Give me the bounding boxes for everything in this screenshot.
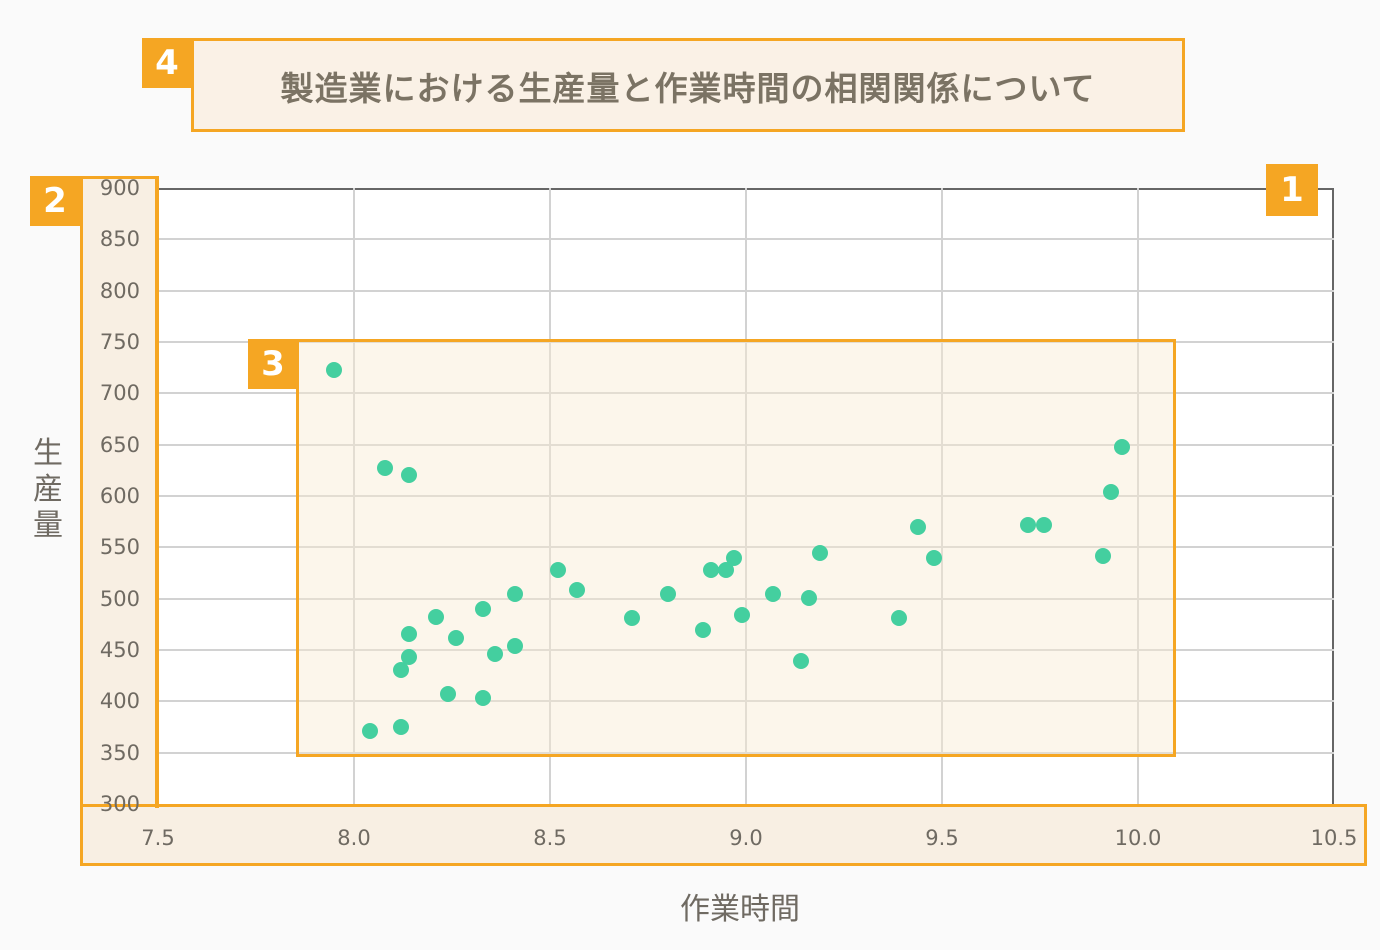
chart-title: 製造業における生産量と作業時間の相関関係について <box>280 69 1096 108</box>
y-axis-edge <box>155 176 159 808</box>
data-point <box>400 467 417 484</box>
x-axis-label: 作業時間 <box>680 892 800 927</box>
y-tick-label: 850 <box>99 227 140 252</box>
data-point <box>1102 483 1119 500</box>
x-axis-panel <box>80 804 1367 866</box>
data-point <box>475 690 492 707</box>
badge-1: 1 <box>1266 164 1318 216</box>
data-point <box>440 686 457 703</box>
data-point <box>734 607 751 624</box>
chart-title-box: 製造業における生産量と作業時間の相関関係について <box>191 38 1185 132</box>
data-point <box>1020 516 1037 533</box>
v-grid-line <box>353 188 355 804</box>
data-point <box>926 549 943 566</box>
data-point <box>624 610 641 627</box>
data-point <box>694 622 711 639</box>
x-tick-label: 9.5 <box>925 826 959 850</box>
y-tick-label: 350 <box>99 740 140 765</box>
y-tick-label: 600 <box>99 484 140 508</box>
data-point <box>812 545 829 562</box>
v-grid-line <box>745 188 747 804</box>
data-point <box>792 653 809 670</box>
data-point <box>718 561 735 578</box>
y-tick-label: 900 <box>99 176 140 200</box>
y-tick-label: 700 <box>99 381 140 406</box>
data-point <box>1114 438 1131 455</box>
y-tick-label: 500 <box>99 586 140 611</box>
y-tick-label: 450 <box>99 638 140 662</box>
data-point <box>549 561 566 578</box>
data-point <box>890 610 907 627</box>
data-point <box>400 625 417 642</box>
data-point <box>393 661 410 678</box>
v-grid-line <box>941 188 943 804</box>
data-point <box>475 600 492 617</box>
data-point <box>447 629 464 646</box>
data-point <box>506 585 523 602</box>
v-grid-line <box>549 188 551 804</box>
y-tick-label: 400 <box>99 689 140 714</box>
x-tick-label: 10.0 <box>1114 826 1162 850</box>
data-point <box>765 585 782 602</box>
y-axis-label: 生産量 <box>30 436 66 544</box>
data-point <box>1035 516 1052 533</box>
data-point <box>361 723 378 740</box>
data-point <box>910 518 927 535</box>
data-point <box>400 649 417 666</box>
data-point <box>569 582 586 599</box>
y-axis-panel <box>80 176 158 866</box>
data-point <box>800 589 817 606</box>
badge-4: 4 <box>142 38 192 88</box>
x-tick-label: 7.5 <box>141 826 175 850</box>
data-point <box>487 646 504 663</box>
x-tick-label: 9.0 <box>729 826 763 850</box>
x-tick-label: 8.0 <box>337 826 371 850</box>
badge-3: 3 <box>248 339 298 389</box>
y-axis-label-char: 産 <box>33 472 63 507</box>
y-tick-label: 650 <box>99 432 140 457</box>
x-tick-label: 10.5 <box>1310 826 1358 850</box>
data-point <box>428 609 445 626</box>
data-point <box>1094 547 1111 564</box>
y-tick-label: 750 <box>99 330 140 354</box>
y-tick-label: 300 <box>99 792 140 816</box>
data-point <box>659 585 676 602</box>
data-point <box>377 460 394 477</box>
badge-2: 2 <box>30 176 80 226</box>
data-point <box>326 361 343 378</box>
y-tick-label: 550 <box>99 535 140 560</box>
x-tick-label: 8.5 <box>533 826 567 850</box>
y-axis-label-char: 量 <box>33 508 63 543</box>
y-tick-label: 800 <box>99 278 140 303</box>
data-region-highlight <box>296 339 1176 757</box>
data-point <box>726 549 743 566</box>
data-point <box>506 637 523 654</box>
y-axis-label-char: 生 <box>33 436 63 471</box>
data-point <box>702 561 719 578</box>
v-grid-line <box>1137 188 1139 804</box>
data-point <box>393 719 410 735</box>
